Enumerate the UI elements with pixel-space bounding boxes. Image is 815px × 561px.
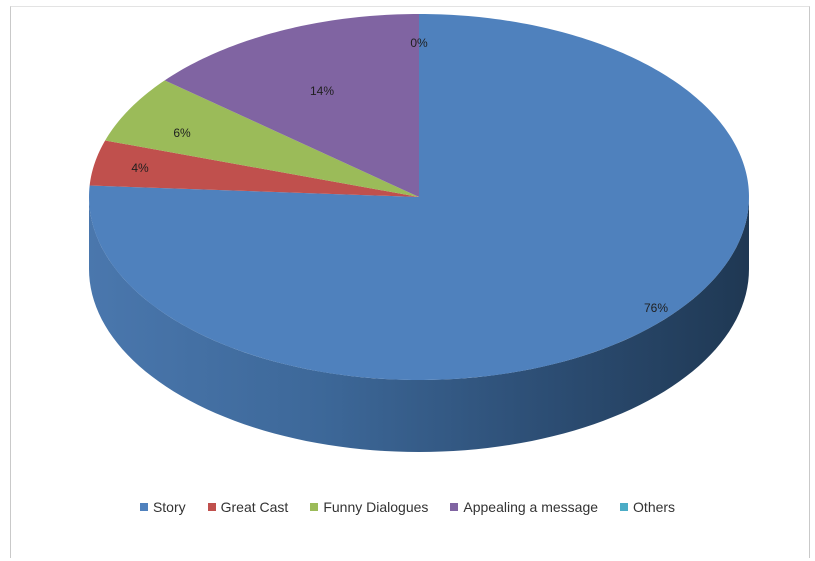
pie-slice-great-cast bbox=[89, 140, 420, 197]
pie-slice-story bbox=[89, 14, 749, 380]
legend-swatch-others bbox=[620, 503, 629, 511]
pie-data-labels: 76% 4% 6% 14% 0% bbox=[131, 36, 668, 315]
pie-side-wall bbox=[89, 197, 749, 452]
legend-label-funny-dialogues: Funny Dialogues bbox=[323, 499, 429, 515]
data-label-appealing-a-message: 14% bbox=[310, 84, 334, 98]
legend-label-great-cast: Great Cast bbox=[220, 499, 289, 515]
legend-swatch-great-cast bbox=[207, 503, 216, 511]
legend-item-great-cast: Great Cast bbox=[207, 499, 289, 515]
legend-swatch-story bbox=[139, 503, 148, 511]
legend-item-funny-dialogues: Funny Dialogues bbox=[310, 499, 428, 515]
legend-item-appealing-a-message: Appealing a message bbox=[450, 499, 598, 515]
pie-slice-funny-dialogues bbox=[105, 80, 420, 197]
data-label-story: 76% bbox=[644, 301, 668, 315]
legend-item-others: Others bbox=[620, 499, 675, 515]
legend-label-others: Others bbox=[633, 499, 676, 515]
data-label-others: 0% bbox=[410, 36, 428, 50]
pie-slice-appealing-a-message bbox=[164, 14, 419, 197]
legend-item-story: Story bbox=[139, 499, 186, 515]
data-label-funny-dialogues: 6% bbox=[173, 126, 191, 140]
legend-swatch-appealing-a-message bbox=[450, 503, 459, 511]
legend-label-story: Story bbox=[152, 499, 186, 515]
pie-top-face bbox=[89, 14, 749, 380]
data-label-great-cast: 4% bbox=[131, 161, 149, 175]
legend-label-appealing-a-message: Appealing a message bbox=[463, 499, 599, 515]
legend: Story Great Cast Funny Dialogues Appealing … bbox=[0, 499, 815, 515]
pie-wall-story bbox=[89, 197, 749, 452]
legend-swatch-funny-dialogues bbox=[310, 503, 319, 511]
